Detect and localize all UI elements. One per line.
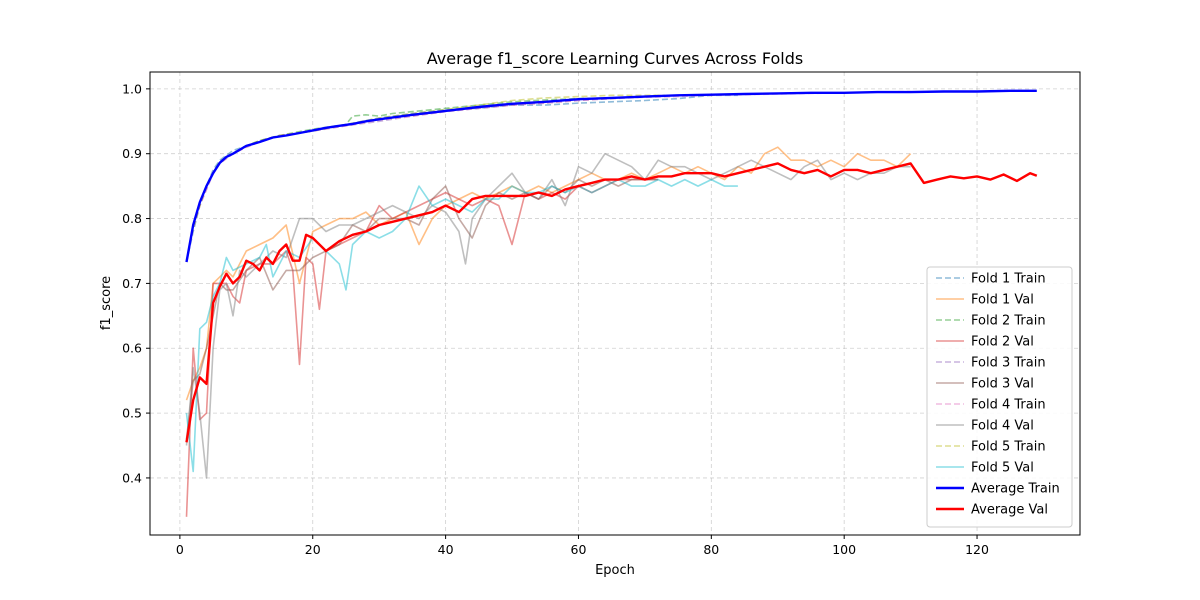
y-tick-label: 0.7: [122, 276, 142, 291]
y-tick-label: 0.9: [122, 146, 142, 161]
x-tick-label: 60: [571, 542, 587, 557]
chart-title: Average f1_score Learning Curves Across …: [427, 49, 803, 69]
legend-label: Fold 4 Train: [971, 398, 1046, 413]
y-axis-label: f1_score: [99, 276, 114, 330]
x-axis-ticks: 0 20 40 60 80 100 120: [176, 535, 989, 557]
x-tick-label: 0: [176, 542, 184, 557]
y-tick-label: 0.8: [122, 211, 142, 226]
y-tick-label: 1.0: [122, 81, 142, 96]
legend-box: [926, 266, 1073, 528]
y-tick-label: 0.6: [122, 341, 142, 356]
x-axis-label: Epoch: [595, 563, 635, 578]
series-line-fold-2-val: [185, 178, 659, 517]
x-tick-label: 100: [832, 542, 856, 557]
legend-label: Fold 3 Train: [971, 356, 1046, 371]
legend-label: Fold 5 Val: [971, 461, 1034, 476]
legend-label: Fold 2 Train: [971, 314, 1046, 329]
x-tick-label: 120: [965, 542, 989, 557]
legend-label: Fold 1 Train: [971, 272, 1046, 287]
series-line-average-val: [185, 162, 1038, 443]
x-tick-label: 20: [305, 542, 321, 557]
legend: Fold 1 Train Fold 1 Val Fold 2 Train Fold 2…: [926, 266, 1073, 528]
series-line-average-train: [185, 89, 1037, 263]
y-tick-label: 0.5: [122, 406, 142, 421]
legend-label: Fold 4 Val: [971, 419, 1034, 434]
legend-label: Fold 1 Val: [971, 293, 1034, 308]
legend-label: Fold 5 Train: [971, 440, 1046, 455]
legend-label: Fold 2 Val: [971, 335, 1034, 350]
y-tick-label: 0.4: [122, 470, 142, 485]
legend-label: Fold 3 Val: [971, 377, 1034, 392]
y-axis-ticks: 0.4 0.5 0.6 0.7 0.8 0.9 1.0: [122, 81, 150, 485]
legend-label: Average Val: [971, 503, 1048, 518]
legend-label: Average Train: [971, 482, 1060, 497]
series-line-fold-4-val: [185, 152, 911, 479]
x-tick-label: 40: [438, 542, 454, 557]
plot-frame: [149, 71, 1081, 536]
series-lines: [185, 89, 1038, 517]
x-tick-label: 80: [703, 542, 719, 557]
